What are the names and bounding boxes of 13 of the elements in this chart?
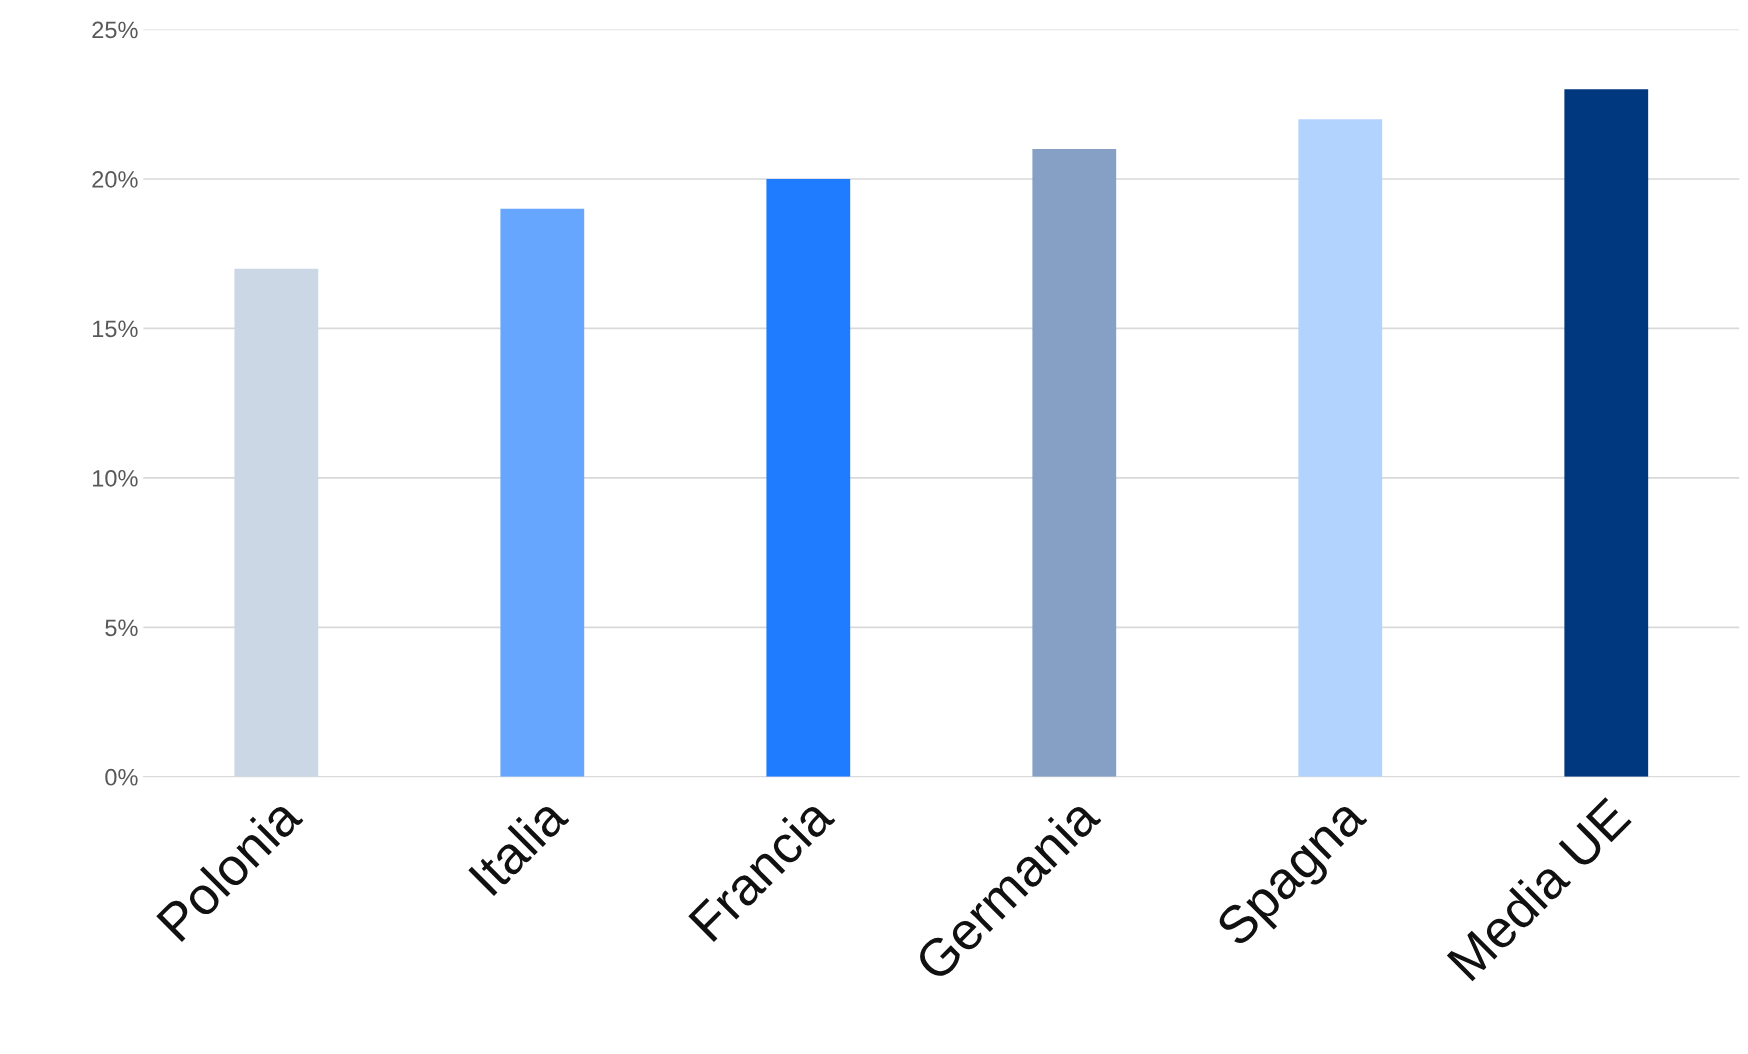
y-tick-label: 25%	[92, 21, 138, 39]
x-tick-label: Italia	[466, 793, 570, 897]
y-tick-label: 5%	[105, 619, 138, 637]
bar	[234, 268, 319, 777]
bar	[1298, 119, 1383, 777]
bar	[500, 208, 585, 777]
bar	[1564, 89, 1649, 777]
y-tick-label: 0%	[105, 768, 138, 786]
y-tick-label: 10%	[93, 469, 138, 487]
bar	[766, 178, 851, 777]
y-tick-label: 20%	[92, 171, 138, 188]
bar	[1032, 149, 1117, 777]
y-tick-label: 15%	[93, 320, 138, 338]
